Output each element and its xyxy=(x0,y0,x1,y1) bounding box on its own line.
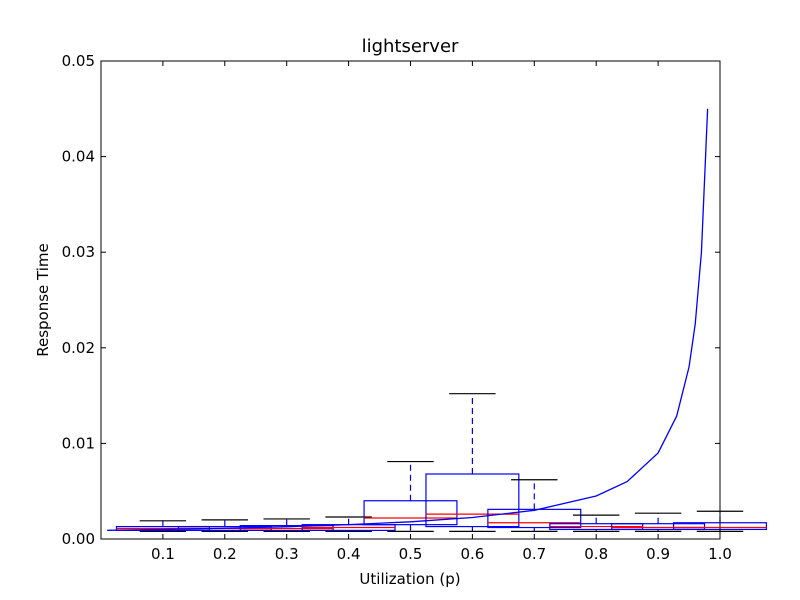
chart-title: lightserver xyxy=(362,36,459,57)
x-tick-label: 0.5 xyxy=(399,545,423,563)
y-tick-label: 0.05 xyxy=(62,52,95,70)
x-tick-label: 0.7 xyxy=(522,545,546,563)
plot-area xyxy=(107,108,768,532)
box xyxy=(363,500,458,526)
x-tick-label: 1.0 xyxy=(708,545,732,563)
x-axis-title: Utilization (p) xyxy=(359,570,460,588)
box-group xyxy=(549,514,644,532)
x-tick-label: 0.9 xyxy=(646,545,670,563)
x-tick-label: 0.2 xyxy=(213,545,237,563)
y-tick-label: 0.03 xyxy=(62,243,95,261)
box xyxy=(487,508,582,529)
y-tick-label: 0.02 xyxy=(62,339,95,357)
box-group xyxy=(363,460,458,532)
box xyxy=(425,473,520,528)
x-tick-label: 0.1 xyxy=(151,545,175,563)
x-tick-label: 0.8 xyxy=(584,545,608,563)
response-time-curve xyxy=(107,108,709,531)
y-tick-label: 0.00 xyxy=(62,530,95,548)
x-tick-label: 0.3 xyxy=(275,545,299,563)
box-group xyxy=(487,479,582,532)
x-tick-label: 0.4 xyxy=(337,545,361,563)
box xyxy=(611,523,706,531)
y-axis-title: Response Time xyxy=(34,243,52,357)
x-tick-label: 0.6 xyxy=(460,545,484,563)
y-tick-label: 0.04 xyxy=(62,148,95,166)
axis-ticks: 0.1 0.2 0.3 0.4 0.5 0.6 0.7 0.8 0.9 1.0 0.00 0.01 0.… xyxy=(62,52,732,563)
y-tick-label: 0.01 xyxy=(62,434,95,452)
